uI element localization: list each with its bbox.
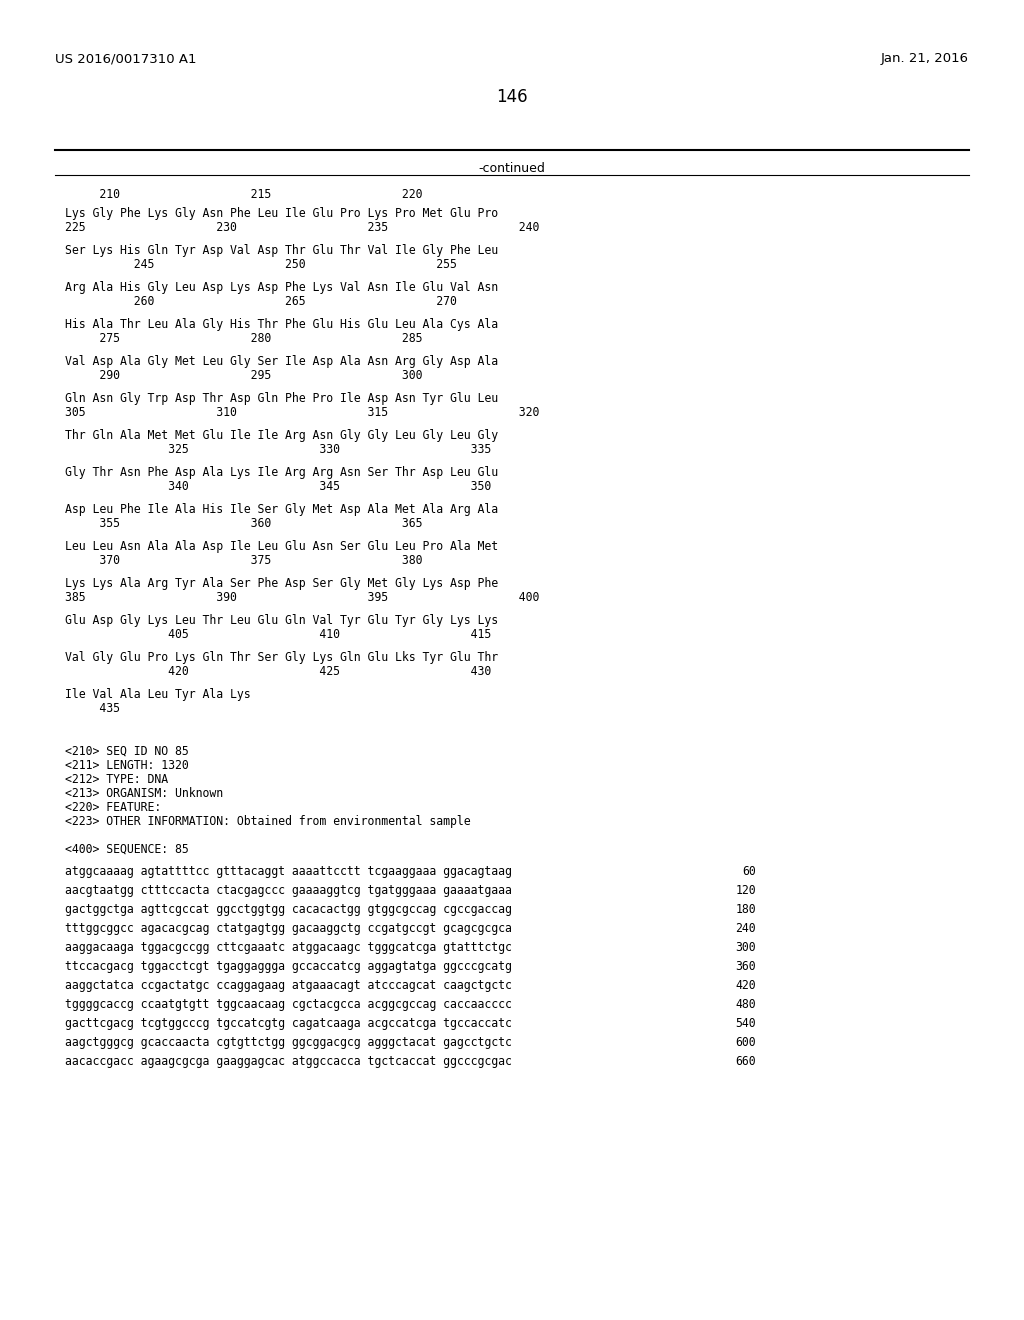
- Text: Ser Lys His Gln Tyr Asp Val Asp Thr Glu Thr Val Ile Gly Phe Leu: Ser Lys His Gln Tyr Asp Val Asp Thr Glu …: [65, 244, 498, 257]
- Text: 370                   375                   380: 370 375 380: [65, 554, 423, 568]
- Text: 180: 180: [735, 903, 756, 916]
- Text: <223> OTHER INFORMATION: Obtained from environmental sample: <223> OTHER INFORMATION: Obtained from e…: [65, 814, 471, 828]
- Text: His Ala Thr Leu Ala Gly His Thr Phe Glu His Glu Leu Ala Cys Ala: His Ala Thr Leu Ala Gly His Thr Phe Glu …: [65, 318, 498, 331]
- Text: 355                   360                   365: 355 360 365: [65, 517, 423, 531]
- Text: Jan. 21, 2016: Jan. 21, 2016: [881, 51, 969, 65]
- Text: 210                   215                   220: 210 215 220: [65, 187, 423, 201]
- Text: 360: 360: [735, 960, 756, 973]
- Text: Leu Leu Asn Ala Ala Asp Ile Leu Glu Asn Ser Glu Leu Pro Ala Met: Leu Leu Asn Ala Ala Asp Ile Leu Glu Asn …: [65, 540, 498, 553]
- Text: 300: 300: [735, 941, 756, 954]
- Text: ttccacgacg tggacctcgt tgaggaggga gccaccatcg aggagtatga ggcccgcatg: ttccacgacg tggacctcgt tgaggaggga gccacca…: [65, 960, 512, 973]
- Text: <210> SEQ ID NO 85: <210> SEQ ID NO 85: [65, 744, 188, 758]
- Text: 225                   230                   235                   240: 225 230 235 240: [65, 220, 540, 234]
- Text: 340                   345                   350: 340 345 350: [65, 480, 492, 492]
- Text: Thr Gln Ala Met Met Glu Ile Ile Arg Asn Gly Gly Leu Gly Leu Gly: Thr Gln Ala Met Met Glu Ile Ile Arg Asn …: [65, 429, 498, 442]
- Text: Ile Val Ala Leu Tyr Ala Lys: Ile Val Ala Leu Tyr Ala Lys: [65, 688, 251, 701]
- Text: 245                   250                   255: 245 250 255: [65, 257, 457, 271]
- Text: gacttcgacg tcgtggcccg tgccatcgtg cagatcaaga acgccatcga tgccaccatc: gacttcgacg tcgtggcccg tgccatcgtg cagatca…: [65, 1016, 512, 1030]
- Text: atggcaaaag agtattttcc gtttacaggt aaaattcctt tcgaaggaaa ggacagtaag: atggcaaaag agtattttcc gtttacaggt aaaattc…: [65, 865, 512, 878]
- Text: Arg Ala His Gly Leu Asp Lys Asp Phe Lys Val Asn Ile Glu Val Asn: Arg Ala His Gly Leu Asp Lys Asp Phe Lys …: [65, 281, 498, 294]
- Text: Glu Asp Gly Lys Leu Thr Leu Glu Gln Val Tyr Glu Tyr Gly Lys Lys: Glu Asp Gly Lys Leu Thr Leu Glu Gln Val …: [65, 614, 498, 627]
- Text: Gly Thr Asn Phe Asp Ala Lys Ile Arg Arg Asn Ser Thr Asp Leu Glu: Gly Thr Asn Phe Asp Ala Lys Ile Arg Arg …: [65, 466, 498, 479]
- Text: 290                   295                   300: 290 295 300: [65, 370, 423, 381]
- Text: 660: 660: [735, 1055, 756, 1068]
- Text: 120: 120: [735, 884, 756, 898]
- Text: <211> LENGTH: 1320: <211> LENGTH: 1320: [65, 759, 188, 772]
- Text: aagctgggcg gcaccaacta cgtgttctgg ggcggacgcg agggctacat gagcctgctc: aagctgggcg gcaccaacta cgtgttctgg ggcggac…: [65, 1036, 512, 1049]
- Text: aacaccgacc agaagcgcga gaaggagcac atggccacca tgctcaccat ggcccgcgac: aacaccgacc agaagcgcga gaaggagcac atggcca…: [65, 1055, 512, 1068]
- Text: <212> TYPE: DNA: <212> TYPE: DNA: [65, 774, 168, 785]
- Text: 260                   265                   270: 260 265 270: [65, 294, 457, 308]
- Text: aaggctatca ccgactatgc ccaggagaag atgaaacagt atcccagcat caagctgctc: aaggctatca ccgactatgc ccaggagaag atgaaac…: [65, 979, 512, 993]
- Text: Asp Leu Phe Ile Ala His Ile Ser Gly Met Asp Ala Met Ala Arg Ala: Asp Leu Phe Ile Ala His Ile Ser Gly Met …: [65, 503, 498, 516]
- Text: 540: 540: [735, 1016, 756, 1030]
- Text: aaggacaaga tggacgccgg cttcgaaatc atggacaagc tgggcatcga gtatttctgc: aaggacaaga tggacgccgg cttcgaaatc atggaca…: [65, 941, 512, 954]
- Text: 325                   330                   335: 325 330 335: [65, 444, 492, 455]
- Text: 600: 600: [735, 1036, 756, 1049]
- Text: 480: 480: [735, 998, 756, 1011]
- Text: 420: 420: [735, 979, 756, 993]
- Text: Gln Asn Gly Trp Asp Thr Asp Gln Phe Pro Ile Asp Asn Tyr Glu Leu: Gln Asn Gly Trp Asp Thr Asp Gln Phe Pro …: [65, 392, 498, 405]
- Text: -continued: -continued: [478, 162, 546, 176]
- Text: 275                   280                   285: 275 280 285: [65, 333, 423, 345]
- Text: 146: 146: [497, 88, 527, 106]
- Text: 405                   410                   415: 405 410 415: [65, 628, 492, 642]
- Text: tttggcggcc agacacgcag ctatgagtgg gacaaggctg ccgatgccgt gcagcgcgca: tttggcggcc agacacgcag ctatgagtgg gacaagg…: [65, 921, 512, 935]
- Text: US 2016/0017310 A1: US 2016/0017310 A1: [55, 51, 197, 65]
- Text: <220> FEATURE:: <220> FEATURE:: [65, 801, 161, 814]
- Text: Lys Lys Ala Arg Tyr Ala Ser Phe Asp Ser Gly Met Gly Lys Asp Phe: Lys Lys Ala Arg Tyr Ala Ser Phe Asp Ser …: [65, 577, 498, 590]
- Text: aacgtaatgg ctttccacta ctacgagccc gaaaaggtcg tgatgggaaa gaaaatgaaa: aacgtaatgg ctttccacta ctacgagccc gaaaagg…: [65, 884, 512, 898]
- Text: 60: 60: [742, 865, 756, 878]
- Text: tggggcaccg ccaatgtgtt tggcaacaag cgctacgcca acggcgccag caccaacccc: tggggcaccg ccaatgtgtt tggcaacaag cgctacg…: [65, 998, 512, 1011]
- Text: gactggctga agttcgccat ggcctggtgg cacacactgg gtggcgccag cgccgaccag: gactggctga agttcgccat ggcctggtgg cacacac…: [65, 903, 512, 916]
- Text: 420                   425                   430: 420 425 430: [65, 665, 492, 678]
- Text: 385                   390                   395                   400: 385 390 395 400: [65, 591, 540, 605]
- Text: 240: 240: [735, 921, 756, 935]
- Text: Val Asp Ala Gly Met Leu Gly Ser Ile Asp Ala Asn Arg Gly Asp Ala: Val Asp Ala Gly Met Leu Gly Ser Ile Asp …: [65, 355, 498, 368]
- Text: Lys Gly Phe Lys Gly Asn Phe Leu Ile Glu Pro Lys Pro Met Glu Pro: Lys Gly Phe Lys Gly Asn Phe Leu Ile Glu …: [65, 207, 498, 220]
- Text: Val Gly Glu Pro Lys Gln Thr Ser Gly Lys Gln Glu Lks Tyr Glu Thr: Val Gly Glu Pro Lys Gln Thr Ser Gly Lys …: [65, 651, 498, 664]
- Text: 435: 435: [65, 702, 120, 715]
- Text: <400> SEQUENCE: 85: <400> SEQUENCE: 85: [65, 843, 188, 855]
- Text: 305                   310                   315                   320: 305 310 315 320: [65, 407, 540, 418]
- Text: <213> ORGANISM: Unknown: <213> ORGANISM: Unknown: [65, 787, 223, 800]
